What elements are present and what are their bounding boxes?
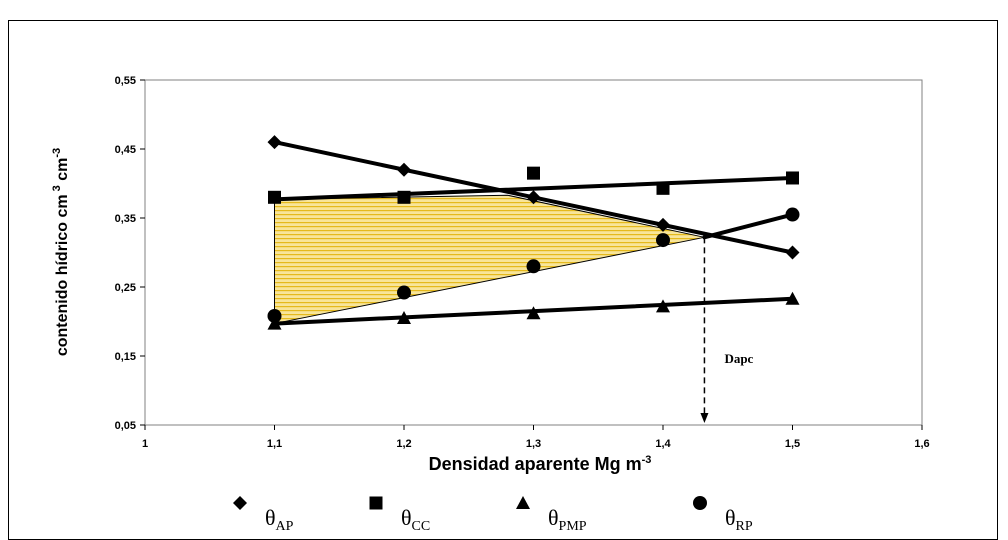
x-tick-label: 1,1 [267, 438, 282, 450]
data-point-pmp [267, 316, 282, 330]
dapc-arrow-head [700, 413, 709, 423]
legend-label-rp: θRP [725, 505, 753, 533]
data-point-cc [786, 171, 799, 185]
data-point-pmp [785, 291, 800, 305]
data-point-pmp [397, 311, 411, 325]
data-point-rp [656, 233, 670, 248]
data-point-cc [268, 190, 281, 204]
x-tick-label: 1,2 [396, 438, 411, 450]
legend-marker-ap [233, 496, 247, 510]
legend-label-ap: θAP [265, 505, 294, 533]
data-point-ap [397, 162, 411, 177]
data-point-rp [526, 259, 541, 274]
data-point-ap [526, 190, 541, 205]
y-tick-label: 0,05 [115, 420, 136, 432]
legend-marker-pmp [516, 496, 530, 509]
dapc-label: Dapc [724, 351, 753, 366]
x-tick-label: 1 [142, 438, 148, 450]
x-axis-title: Densidad aparente Mg m-3 [429, 454, 652, 474]
series-line-rp [702, 212, 795, 240]
chart-frame [8, 20, 998, 540]
y-axis-title: contenido hídrico cm 3 cm-3 [51, 148, 71, 356]
y-tick-label: 0,25 [115, 282, 136, 294]
data-point-rp [785, 207, 800, 222]
legend-marker-cc [369, 496, 383, 510]
legend-label-cc: θCC [401, 505, 430, 533]
y-tick-label: 0,55 [115, 75, 136, 87]
x-tick-label: 1,3 [526, 438, 541, 450]
data-point-ap [267, 135, 282, 150]
series-line-cc [272, 175, 795, 202]
x-tick-label: 1,5 [785, 438, 800, 450]
data-point-rp [267, 308, 282, 323]
data-point-cc [527, 166, 540, 180]
data-point-rp [397, 285, 411, 300]
data-point-cc [397, 190, 411, 204]
data-point-cc [656, 181, 670, 195]
y-tick-label: 0,35 [115, 213, 136, 225]
legend-marker-rp [693, 496, 707, 510]
x-tick-label: 1,4 [655, 438, 671, 450]
data-point-ap [785, 245, 800, 260]
data-point-pmp [656, 299, 670, 313]
data-point-pmp [526, 306, 541, 320]
y-tick-label: 0,45 [115, 144, 136, 156]
data-point-ap [656, 217, 670, 232]
x-tick-label: 1,6 [914, 438, 929, 450]
legend-label-pmp: θPMP [548, 505, 587, 533]
y-tick-label: 0,15 [115, 351, 136, 363]
